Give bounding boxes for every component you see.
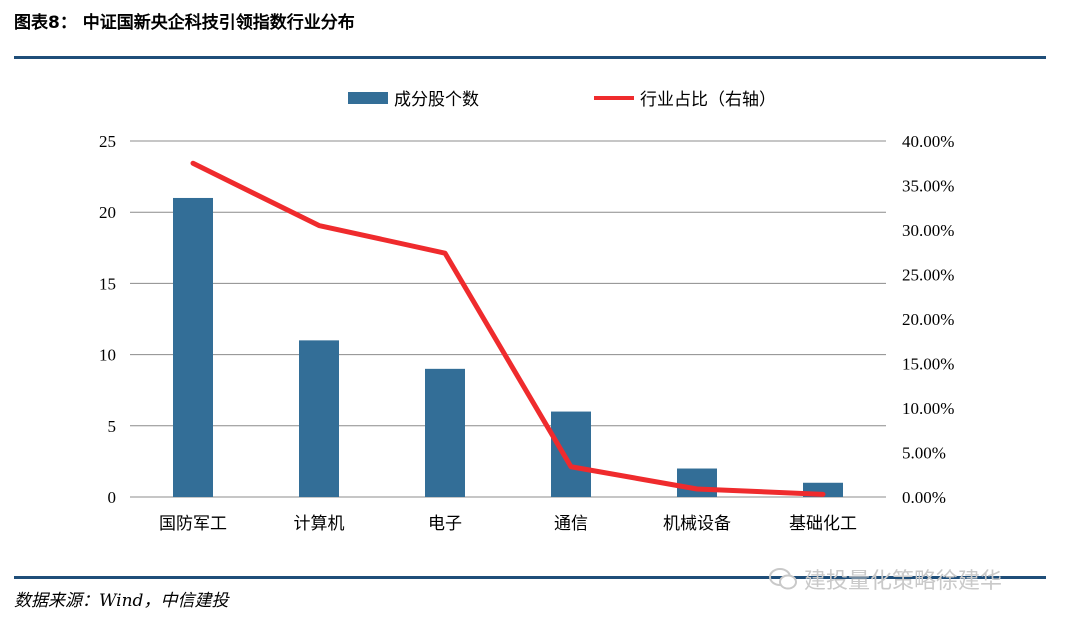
watermark: 建投量化策略徐建华 [768, 563, 1002, 595]
right-tick-label: 15.00% [902, 355, 954, 374]
wechat-icon [769, 568, 797, 590]
bar [425, 368, 465, 497]
category-labels: 国防军工 计算机 电子 通信 机械设备 基础化工 [159, 514, 857, 534]
source-note: 数据来源：Wind，中信建投 [14, 591, 229, 611]
figure-title: 图表8： 中证国新央企科技引领指数行业分布 [14, 13, 355, 33]
gridlines [130, 140, 886, 498]
legend-bar-label: 成分股个数 [394, 90, 479, 110]
left-tick-label: 15 [99, 274, 116, 293]
left-tick-label: 10 [99, 346, 116, 365]
right-tick-label: 40.00% [902, 132, 954, 151]
bar [173, 197, 213, 497]
right-tick-label: 35.00% [902, 177, 954, 196]
bottom-divider [14, 576, 1046, 579]
left-axis-ticks: 0 5 10 15 20 25 [99, 132, 116, 507]
category-label: 国防军工 [159, 514, 227, 534]
right-tick-label: 0.00% [902, 488, 946, 507]
legend-line-label: 行业占比（右轴） [640, 90, 776, 110]
right-axis-ticks: 0.00% 5.00% 10.00% 15.00% 20.00% 25.00% 30.00%… [902, 132, 954, 507]
right-tick-label: 5.00% [902, 444, 946, 463]
category-label: 电子 [428, 514, 462, 534]
bar [677, 468, 717, 497]
left-tick-label: 5 [108, 417, 117, 436]
share-line [190, 160, 826, 497]
legend: 成分股个数 行业占比（右轴） [348, 90, 776, 110]
watermark-text: 建投量化策略徐建华 [804, 569, 1003, 594]
legend-bar-swatch [348, 92, 388, 104]
right-tick-label: 25.00% [902, 266, 954, 285]
category-label: 通信 [554, 514, 588, 534]
bar [299, 340, 339, 497]
left-tick-label: 20 [99, 203, 116, 222]
bar [551, 411, 591, 497]
top-divider [14, 56, 1046, 59]
left-tick-label: 25 [99, 132, 116, 151]
left-tick-label: 0 [108, 488, 117, 507]
bar-series [173, 197, 843, 497]
category-label: 机械设备 [663, 514, 731, 534]
right-tick-label: 20.00% [902, 310, 954, 329]
right-tick-label: 10.00% [902, 399, 954, 418]
category-label: 计算机 [294, 514, 345, 534]
category-label: 基础化工 [789, 514, 857, 534]
line-series [190, 160, 826, 497]
right-tick-label: 30.00% [902, 221, 954, 240]
